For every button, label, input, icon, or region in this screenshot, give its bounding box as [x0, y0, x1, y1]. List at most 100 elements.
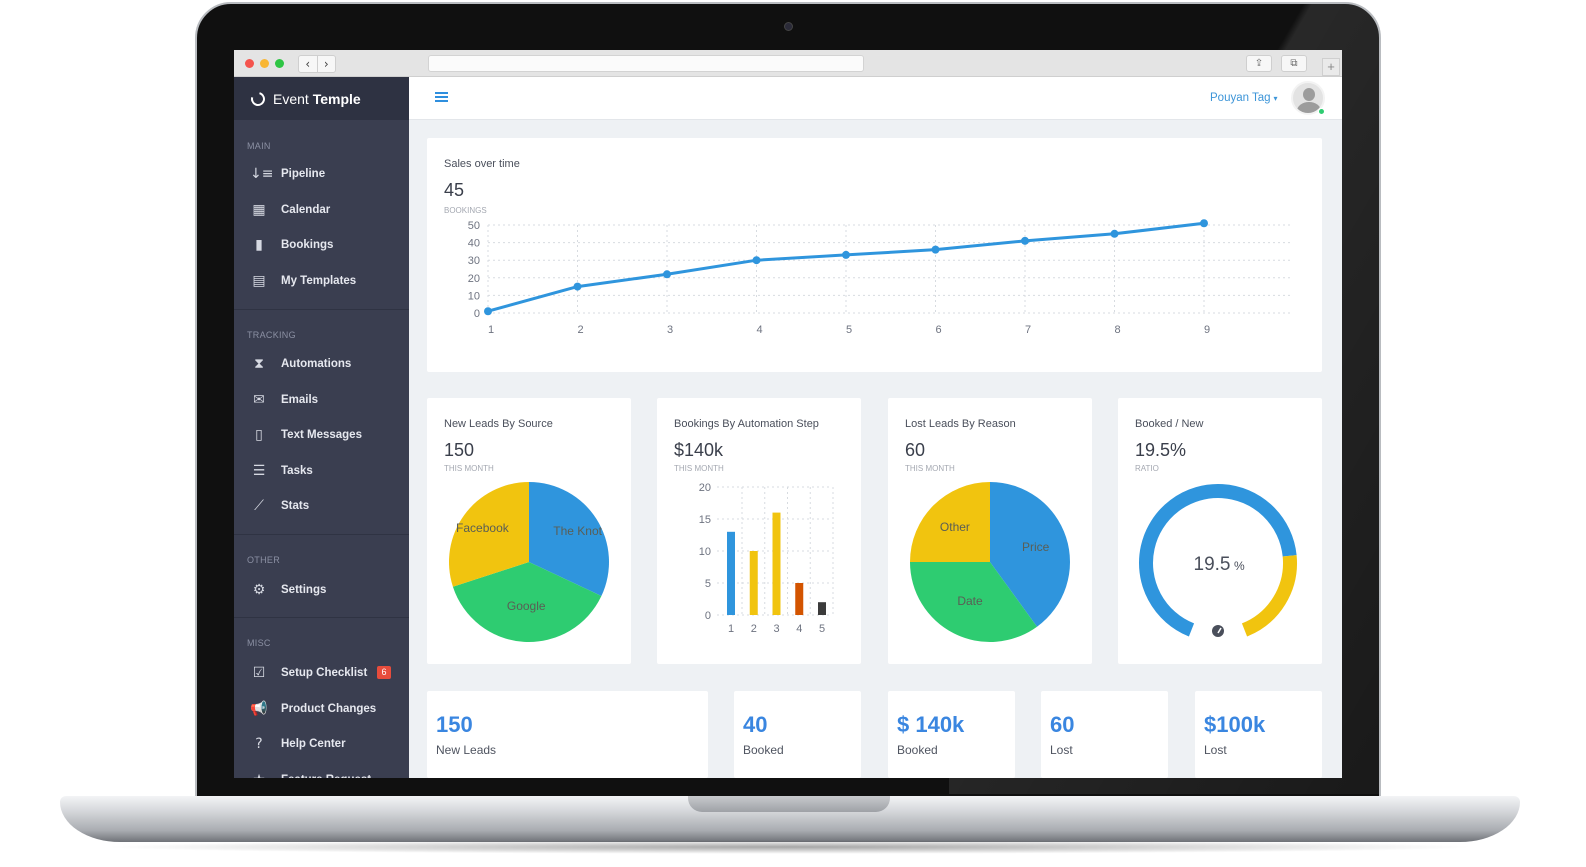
- x-tick-label: 5: [846, 324, 852, 336]
- laptop-shadow: [100, 840, 1480, 854]
- stat-card-booked-revenue: $ 140k Booked: [888, 691, 1015, 778]
- pie-slice-the-knot: [529, 482, 609, 597]
- x-tick-label: 3: [667, 324, 673, 336]
- dashboard-icon-needle: [1217, 627, 1222, 634]
- y-tick-label: 20: [699, 482, 711, 494]
- address-bar[interactable]: [428, 55, 864, 72]
- slice-label: Price: [1022, 540, 1050, 554]
- sidebar-item-tasks[interactable]: ☰ Tasks: [234, 454, 409, 488]
- card-value: 45: [444, 180, 465, 200]
- bar-step-1: [727, 531, 735, 615]
- screen: ‹ › ⇪ ⧉ + Event Temple Main ↓≡ Pipeline ▦ Ca…: [234, 50, 1342, 778]
- circle-notch-icon: [248, 88, 268, 109]
- automation-bar-chart: 0 5 10 15 20 1 2 3 4 5: [699, 482, 834, 635]
- bar-step-4: [795, 583, 804, 615]
- chevron-left-icon[interactable]: ‹: [299, 56, 318, 72]
- stat-value: $100k: [1204, 712, 1266, 737]
- sidebar-heading: Other: [247, 555, 280, 565]
- sidebar-item-product-changes[interactable]: 📢 Product Changes: [234, 692, 409, 726]
- gauge-arc-highlight: [1241, 555, 1297, 637]
- sidebar-item-bookings[interactable]: ▮ Bookings: [234, 228, 409, 262]
- slice-label: Other: [940, 520, 970, 534]
- sidebar-divider: [234, 309, 409, 310]
- menu-toggle-icon[interactable]: [435, 92, 448, 102]
- leads-by-source-card: New Leads By Source 150 This month The K…: [427, 398, 631, 664]
- slice-label: Date: [957, 594, 983, 608]
- gauge-center-unit: %: [1234, 559, 1245, 573]
- stat-label: Lost: [1050, 743, 1073, 757]
- online-status-dot: [1318, 108, 1325, 115]
- x-tick-label: 4: [756, 324, 762, 336]
- sidebar-item-label: Stats: [281, 500, 310, 512]
- sidebar-item-setup-checklist[interactable]: ☑ Setup Checklist 6: [234, 656, 409, 690]
- gears-icon: ⚙: [252, 582, 266, 598]
- card-title: Booked / New: [1135, 418, 1204, 430]
- dashboard-icon: [1212, 625, 1224, 637]
- stat-value: 40: [743, 712, 768, 737]
- y-tick-label: 40: [468, 238, 480, 250]
- x-tick-label: 9: [1204, 324, 1210, 336]
- bar-step-3: [772, 512, 781, 615]
- sidebar-item-settings[interactable]: ⚙ Settings: [234, 573, 409, 607]
- x-tick-label: 3: [773, 623, 779, 635]
- stat-label: New Leads: [436, 743, 497, 757]
- sidebar-item-pipeline[interactable]: ↓≡ Pipeline: [234, 157, 409, 191]
- minimize-window-button[interactable]: [260, 59, 269, 68]
- card-title: Lost Leads By Reason: [905, 418, 1016, 430]
- sidebar-item-label: My Templates: [281, 274, 357, 287]
- sidebar: Event Temple Main ↓≡ Pipeline ▦ Calendar ▮ Boo…: [234, 77, 409, 778]
- chevron-right-icon[interactable]: ›: [323, 57, 329, 71]
- sidebar-item-feature-request[interactable]: ★ Feature Request: [234, 763, 409, 779]
- brand[interactable]: Event Temple: [234, 77, 409, 120]
- new-tab-button[interactable]: +: [1322, 58, 1340, 76]
- slice-label: The Knot: [553, 524, 602, 538]
- close-window-button[interactable]: [245, 59, 254, 68]
- x-tick-label: 8: [1114, 324, 1120, 336]
- star-icon: ★: [250, 772, 268, 779]
- card-subtitle: This month: [905, 464, 955, 473]
- templates-icon: ▤: [252, 272, 266, 289]
- sidebar-item-calendar[interactable]: ▦ Calendar: [234, 193, 409, 227]
- stat-label: Booked: [743, 743, 784, 757]
- sidebar-item-emails[interactable]: ✉ Emails: [234, 383, 409, 417]
- share-icon[interactable]: ⇪: [1246, 55, 1272, 72]
- data-point: [1021, 236, 1029, 245]
- booked-ratio-card: Booked / New 19.5% Ratio 19.5%: [1118, 398, 1322, 664]
- gauge-center-value: 19.5: [1194, 554, 1231, 575]
- sidebar-item-my-templates[interactable]: ▤ My Templates: [234, 264, 409, 298]
- sidebar-item-automations[interactable]: ⧗ Automations: [234, 347, 409, 381]
- sales-line-chart: 0 10 20 30 40 50 1 2 3 4 5 6 7 8 9: [468, 219, 1292, 336]
- sidebar-item-stats[interactable]: ⟋ Stats: [234, 489, 409, 523]
- mobile-icon: ▯: [255, 427, 263, 443]
- slice-label: Google: [507, 599, 546, 613]
- tabs-icon[interactable]: ⧉: [1281, 55, 1307, 72]
- x-tick-label: 4: [796, 623, 802, 635]
- pie-slice-price: [990, 482, 1070, 627]
- user-menu[interactable]: Pouyan Tag ▾: [1210, 92, 1278, 104]
- stat-card-lost-revenue: $100k Lost: [1195, 691, 1322, 778]
- sidebar-item-text-messages[interactable]: ▯ Text Messages: [234, 418, 409, 452]
- laptop-notch: [688, 796, 890, 812]
- user-name: Pouyan Tag: [1210, 92, 1271, 104]
- pie-slice-date: [910, 562, 1038, 642]
- leads-source-pie-chart: The Knot Google Facebook: [449, 482, 609, 642]
- card-title: Sales over time: [444, 158, 520, 170]
- browser-nav: ‹ ›: [298, 55, 336, 73]
- top-header: Pouyan Tag ▾: [409, 77, 1342, 120]
- gauge-arc-main: [1139, 484, 1297, 637]
- sidebar-item-label: Pipeline: [281, 168, 326, 180]
- y-tick-label: 5: [705, 578, 711, 590]
- card-value: 19.5%: [1135, 440, 1187, 460]
- sidebar-heading: Tracking: [247, 330, 296, 340]
- sidebar-item-label: Feature Request: [281, 774, 371, 779]
- lost-reason-card: Lost Leads By Reason 60 This month Price…: [888, 398, 1092, 664]
- tasks-icon: ☰: [252, 462, 266, 479]
- x-tick-label: 7: [1025, 324, 1031, 336]
- sidebar-item-help-center[interactable]: ? Help Center: [234, 727, 409, 761]
- sidebar-heading: Misc: [247, 638, 271, 648]
- sidebar-heading: Main: [247, 141, 271, 151]
- bar-step-5: [818, 602, 826, 615]
- data-point: [1110, 229, 1119, 238]
- card-subtitle: This month: [674, 464, 724, 473]
- maximize-window-button[interactable]: [275, 59, 284, 68]
